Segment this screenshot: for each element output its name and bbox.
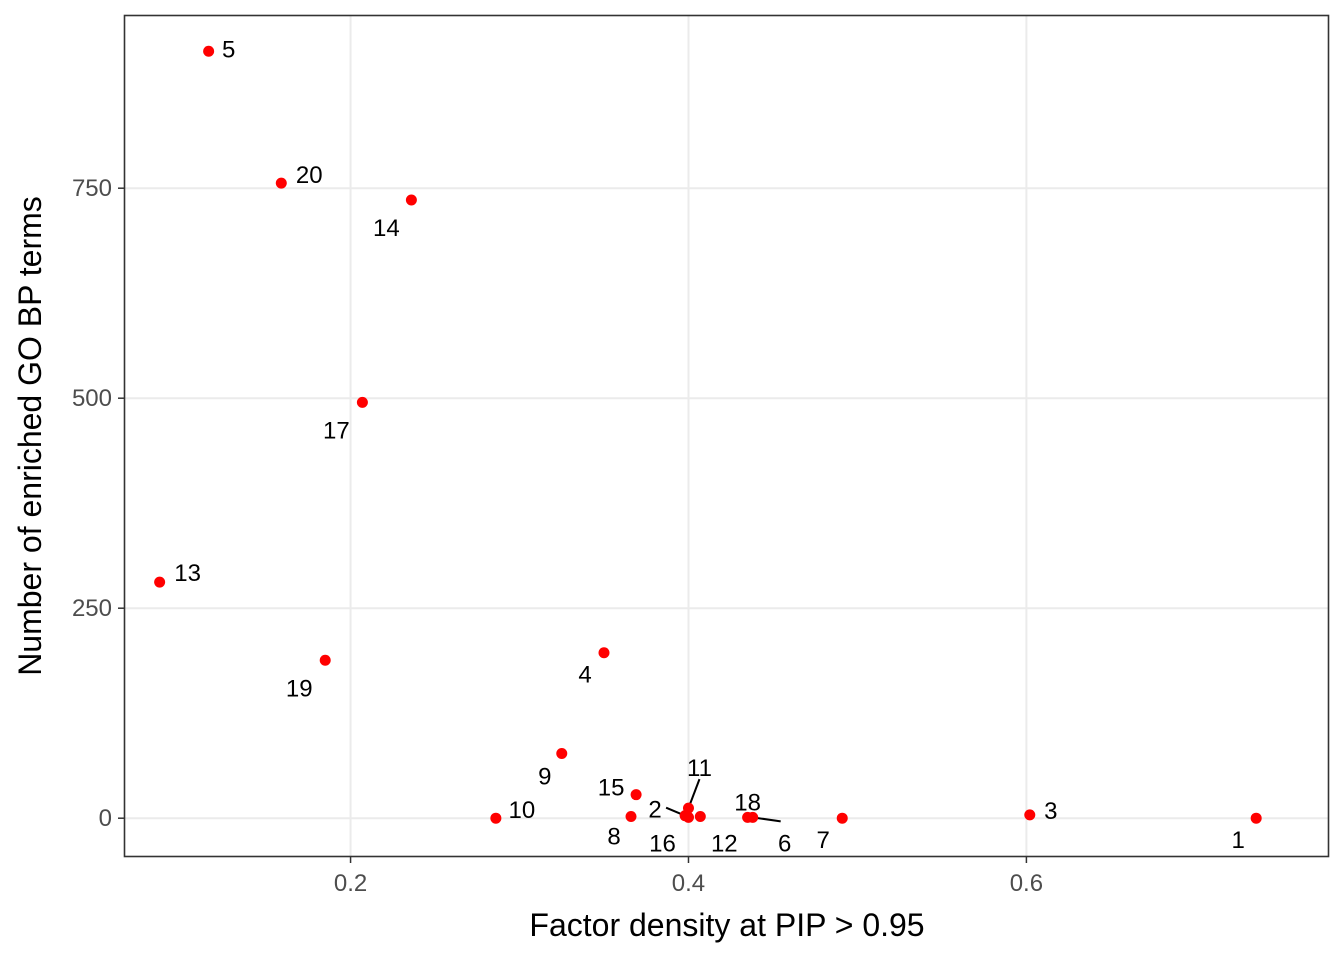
data-point-20	[276, 178, 287, 189]
data-point-3	[1024, 809, 1035, 820]
y-tick-label: 0	[99, 805, 112, 832]
point-label-3: 3	[1044, 798, 1057, 825]
point-label-8: 8	[607, 824, 620, 851]
data-point-19	[320, 655, 331, 666]
point-label-19: 19	[286, 675, 313, 702]
x-tick-label: 0.2	[334, 870, 367, 897]
point-label-20: 20	[296, 162, 323, 189]
y-tick-label: 250	[72, 595, 112, 622]
data-point-12	[695, 811, 706, 822]
point-label-16: 16	[649, 830, 676, 857]
point-label-14: 14	[373, 215, 400, 242]
data-point-10	[490, 813, 501, 824]
y-tick-label: 750	[72, 175, 112, 202]
point-label-1: 1	[1232, 827, 1245, 854]
x-axis: 0.2 0.4 0.6	[334, 856, 1043, 897]
point-label-17: 17	[323, 417, 350, 444]
point-label-7: 7	[817, 827, 830, 854]
point-label-13: 13	[174, 560, 201, 587]
data-point-15	[631, 789, 642, 800]
x-tick-label: 0.6	[1010, 870, 1043, 897]
point-label-11: 11	[687, 755, 712, 782]
data-point-8	[626, 811, 637, 822]
point-label-9: 9	[538, 764, 551, 791]
y-tick-label: 500	[72, 385, 112, 412]
point-label-15: 15	[598, 775, 625, 802]
point-label-5: 5	[222, 36, 235, 63]
data-point-17	[357, 397, 368, 408]
data-point-9	[556, 748, 567, 759]
grid	[125, 16, 1328, 856]
point-label-2: 2	[648, 797, 661, 824]
x-axis-title: Factor density at PIP > 0.95	[529, 907, 924, 943]
data-point-16	[683, 812, 694, 823]
y-axis: 0 250 500 750	[72, 175, 125, 832]
data-point-14	[406, 194, 417, 205]
point-label-18: 18	[734, 789, 761, 816]
data-point-7	[837, 813, 848, 824]
point-label-10: 10	[509, 797, 536, 824]
data-point-5	[203, 46, 214, 57]
y-axis-title: Number of enriched GO BP terms	[12, 196, 48, 676]
data-point-13	[154, 577, 165, 588]
point-label-12: 12	[711, 831, 738, 858]
x-tick-label: 0.4	[672, 870, 705, 897]
data-point-4	[599, 647, 610, 658]
point-label-6: 6	[778, 830, 791, 857]
data-point-1	[1251, 813, 1262, 824]
point-labels: 5 20 14 17 13 19 4 9 15 11 2 8 16 12 18 6 10 7 3 1	[174, 36, 1245, 857]
point-label-4: 4	[578, 662, 591, 689]
plot-panel-border	[125, 16, 1329, 857]
